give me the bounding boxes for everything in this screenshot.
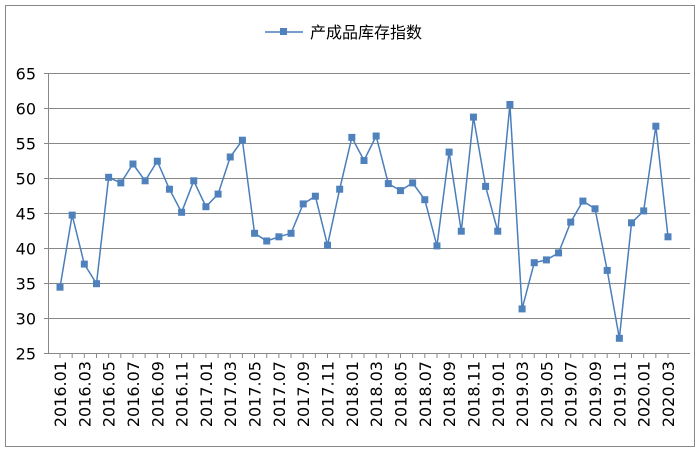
data-point <box>579 197 587 205</box>
data-point <box>628 219 636 227</box>
data-point <box>640 207 648 215</box>
x-tick-label: 2016.09 <box>148 361 167 427</box>
data-point <box>457 227 465 235</box>
data-point <box>336 185 344 193</box>
y-tick-label: 40 <box>16 240 36 259</box>
x-tick-label: 2020.03 <box>659 361 678 427</box>
data-point <box>92 280 100 288</box>
x-tick-label: 2016.05 <box>100 361 119 427</box>
x-tick-label: 2017.09 <box>294 361 313 427</box>
chart-border <box>5 5 695 447</box>
data-point <box>299 200 307 208</box>
data-point <box>311 192 319 200</box>
x-tick-label: 2019.05 <box>537 361 556 427</box>
data-point <box>348 133 356 141</box>
x-tick-label: 2016.07 <box>124 361 143 427</box>
data-point <box>555 249 563 257</box>
data-point <box>190 177 198 185</box>
x-tick-label: 2019.01 <box>489 361 508 427</box>
data-point <box>664 233 672 241</box>
y-tick-label: 65 <box>16 65 36 84</box>
data-point <box>56 283 64 291</box>
data-point <box>530 259 538 267</box>
x-tick-label: 2016.11 <box>173 361 192 427</box>
data-point <box>68 211 76 219</box>
y-tick-label: 50 <box>16 170 36 189</box>
data-point <box>275 233 283 241</box>
data-point <box>445 148 453 156</box>
x-tick-label: 2018.05 <box>391 361 410 427</box>
x-tick-label: 2018.09 <box>440 361 459 427</box>
data-point <box>165 185 173 193</box>
data-point <box>652 122 660 130</box>
data-point <box>494 227 502 235</box>
data-point <box>178 208 186 216</box>
data-point <box>409 179 417 187</box>
data-point <box>615 334 623 342</box>
data-point <box>80 260 88 268</box>
data-point <box>396 187 404 195</box>
data-point <box>117 179 125 187</box>
y-tick-label: 25 <box>16 345 36 364</box>
data-point <box>482 182 490 190</box>
data-point <box>591 205 599 213</box>
data-point <box>372 132 380 140</box>
y-tick-label: 30 <box>16 310 36 329</box>
data-point <box>202 203 210 211</box>
x-tick-label: 2017.07 <box>270 361 289 427</box>
data-point <box>226 153 234 161</box>
data-point <box>567 218 575 226</box>
x-tick-label: 2019.09 <box>586 361 605 427</box>
y-tick-label: 35 <box>16 275 36 294</box>
data-point <box>384 180 392 188</box>
data-point <box>287 229 295 237</box>
data-point <box>518 305 526 313</box>
data-point <box>141 177 149 185</box>
data-point <box>603 266 611 274</box>
x-tick-label: 2018.07 <box>416 361 435 427</box>
y-tick-label: 55 <box>16 135 36 154</box>
data-point <box>506 101 514 108</box>
x-tick-label: 2016.01 <box>51 361 70 427</box>
y-tick-label: 60 <box>16 100 36 119</box>
legend: 产成品库存指数 <box>265 23 422 42</box>
data-point <box>469 113 477 121</box>
data-point <box>238 136 246 144</box>
data-point <box>129 160 137 168</box>
data-point <box>542 256 550 264</box>
x-tick-label: 2017.11 <box>319 361 338 427</box>
x-tick-label: 2019.07 <box>562 361 581 427</box>
data-point <box>105 173 113 181</box>
data-point <box>153 157 161 165</box>
x-tick-label: 2019.11 <box>610 361 629 427</box>
x-tick-label: 2018.11 <box>464 361 483 427</box>
legend-marker <box>280 28 287 35</box>
data-point <box>263 237 271 245</box>
x-tick-label: 2018.03 <box>367 361 386 427</box>
data-point <box>433 242 441 250</box>
x-tick-label: 2017.01 <box>197 361 216 427</box>
data-point <box>360 157 368 164</box>
data-point <box>251 229 259 237</box>
x-tick-label: 2017.05 <box>246 361 265 427</box>
x-tick-label: 2017.03 <box>221 361 240 427</box>
data-point <box>324 241 332 249</box>
x-tick-label: 2019.03 <box>513 361 532 427</box>
data-point <box>214 190 222 198</box>
y-tick-label: 45 <box>16 205 36 224</box>
legend-label: 产成品库存指数 <box>310 23 422 42</box>
x-tick-label: 2016.03 <box>75 361 94 427</box>
data-point <box>421 196 429 204</box>
x-tick-label: 2018.01 <box>343 361 362 427</box>
x-tick-label: 2020.01 <box>635 361 654 427</box>
